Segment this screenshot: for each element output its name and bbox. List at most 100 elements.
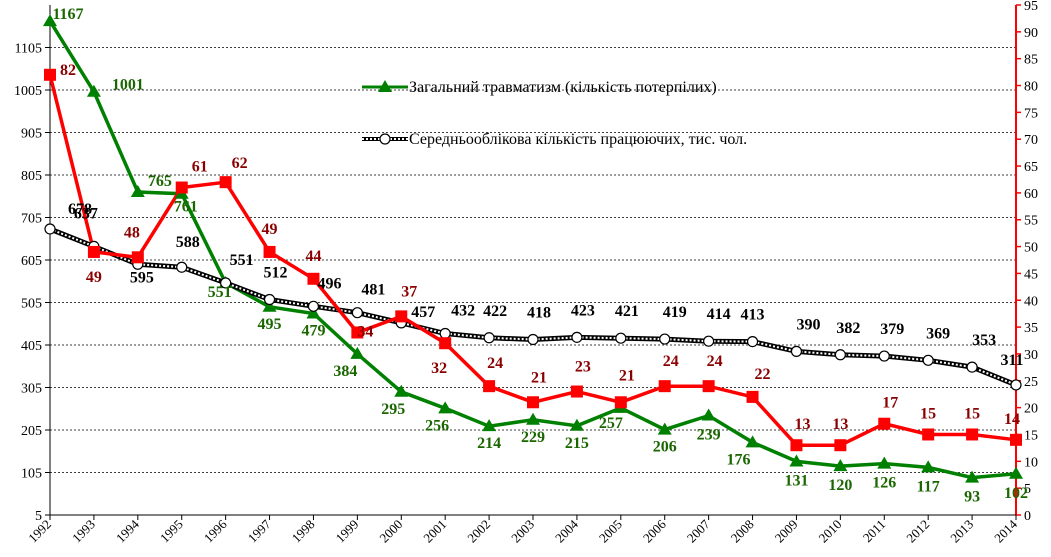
- x-tick-label-16: 2008: [728, 517, 757, 546]
- point-0-0: [43, 14, 57, 27]
- point-0-10: [482, 419, 497, 432]
- legend-label-injuries: Загальний травматизм (кількість потерпіл…: [409, 79, 717, 96]
- point-0-17: [789, 454, 804, 467]
- point-1-5: [263, 293, 276, 306]
- data-label-0-19: 126: [872, 475, 896, 492]
- right-tick-label-17: 85: [1024, 53, 1038, 68]
- data-label-2-15: 24: [707, 353, 723, 370]
- point-2-21: [966, 428, 979, 441]
- data-label-0-15: 239: [697, 427, 721, 444]
- point-1-12: [571, 331, 583, 343]
- right-tick-label-7: 35: [1024, 321, 1038, 336]
- point-1-13: [615, 332, 627, 344]
- right-tick-label-15: 75: [1024, 106, 1038, 121]
- point-2-6: [307, 272, 320, 285]
- point-1-17: [790, 345, 803, 357]
- right-tick-label-16: 80: [1024, 80, 1038, 95]
- point-2-9: [439, 337, 452, 350]
- data-label-0-8: 295: [381, 401, 405, 418]
- data-label-0-14: 206: [653, 439, 677, 456]
- point-0-19: [877, 456, 892, 469]
- data-label-2-1: 49: [86, 269, 102, 286]
- data-label-1-12: 423: [571, 302, 595, 319]
- point-2-5: [263, 245, 276, 258]
- point-1-21: [966, 361, 978, 373]
- data-label-1-21: 353: [972, 332, 996, 349]
- x-tick-label-9: 2001: [420, 517, 449, 546]
- x-tick-label-4: 1996: [201, 516, 230, 545]
- point-1-0: [44, 223, 56, 235]
- x-tick-label-11: 2003: [508, 517, 537, 546]
- x-tick-label-17: 2009: [772, 517, 801, 546]
- data-label-0-3: 761: [174, 199, 198, 216]
- data-label-1-8: 457: [411, 304, 435, 321]
- data-label-0-5: 495: [258, 316, 282, 333]
- data-label-1-0: 678: [68, 201, 92, 218]
- point-1-14: [659, 333, 671, 345]
- legend-marker-workers: [379, 133, 391, 145]
- point-0-9: [438, 401, 453, 414]
- point-2-0: [44, 68, 56, 81]
- x-tick-label-12: 2004: [552, 516, 581, 545]
- data-label-2-11: 21: [531, 369, 547, 386]
- data-label-1-4: 551: [230, 252, 254, 269]
- data-label-2-21: 15: [964, 405, 980, 422]
- right-tick-label-3: 15: [1024, 428, 1038, 443]
- data-label-1-3: 588: [176, 234, 200, 251]
- x-tick-label-20: 2012: [903, 517, 932, 546]
- point-2-19: [878, 417, 891, 430]
- point-0-16: [745, 435, 760, 448]
- point-0-21: [965, 470, 980, 483]
- data-label-0-20: 117: [917, 478, 940, 495]
- point-2-7: [351, 326, 364, 339]
- right-axis-ticks: 0 5 10 15 20 25 30 35 40 45 50 55 60 65 70 75 80 85 90 95: [1016, 0, 1038, 524]
- data-label-2-20: 15: [920, 405, 936, 422]
- data-label-1-11: 418: [527, 304, 551, 321]
- right-tick-label-5: 25: [1024, 375, 1038, 390]
- data-label-0-11: 229: [521, 429, 545, 446]
- point-0-11: [526, 412, 540, 425]
- point-0-22: [1009, 466, 1023, 479]
- point-0-20: [921, 460, 936, 473]
- data-label-0-7: 384: [333, 363, 357, 380]
- point-1-4: [220, 277, 232, 289]
- data-label-1-17: 390: [796, 316, 820, 333]
- point-0-12: [569, 418, 584, 431]
- data-label-2-10: 24: [487, 355, 503, 372]
- point-1-9: [439, 327, 451, 340]
- right-tick-label-2: 10: [1024, 455, 1038, 470]
- x-tick-label-3: 1995: [157, 517, 186, 546]
- data-label-0-6: 479: [301, 323, 325, 340]
- point-0-7: [350, 346, 365, 359]
- point-2-2: [131, 251, 144, 264]
- x-tick-label-7: 1999: [332, 517, 361, 546]
- x-tick-label-10: 2002: [464, 517, 493, 546]
- data-label-1-20: 369: [926, 325, 950, 342]
- data-label-2-2: 48: [124, 224, 140, 241]
- data-label-2-16: 22: [755, 366, 771, 383]
- point-1-20: [922, 354, 934, 366]
- data-label-1-16: 413: [741, 307, 765, 324]
- right-tick-label-0: 0: [1024, 509, 1031, 524]
- point-0-5: [262, 299, 277, 312]
- grid-lines: [50, 47, 1016, 473]
- data-label-0-9: 256: [425, 417, 449, 434]
- left-tick-label-9: 905: [21, 127, 42, 142]
- x-tick-label-5: 1997: [245, 516, 274, 545]
- data-label-2-19: 17: [882, 395, 898, 412]
- point-2-11: [527, 396, 539, 409]
- legend: Загальний травматизм (кількість потерпіл…: [362, 79, 747, 148]
- right-tick-label-4: 20: [1024, 402, 1038, 417]
- point-2-8: [395, 310, 408, 323]
- left-tick-label-2: 205: [21, 424, 42, 439]
- point-2-4: [219, 176, 232, 189]
- data-label-0-17: 131: [784, 472, 808, 489]
- left-tick-label-7: 705: [21, 212, 42, 227]
- left-tick-label-11: 1105: [15, 42, 42, 57]
- data-label-1-6: 496: [317, 275, 341, 292]
- point-2-14: [658, 380, 671, 393]
- left-tick-label-4: 405: [21, 339, 42, 354]
- data-label-2-14: 24: [663, 353, 679, 370]
- point-2-1: [87, 245, 100, 258]
